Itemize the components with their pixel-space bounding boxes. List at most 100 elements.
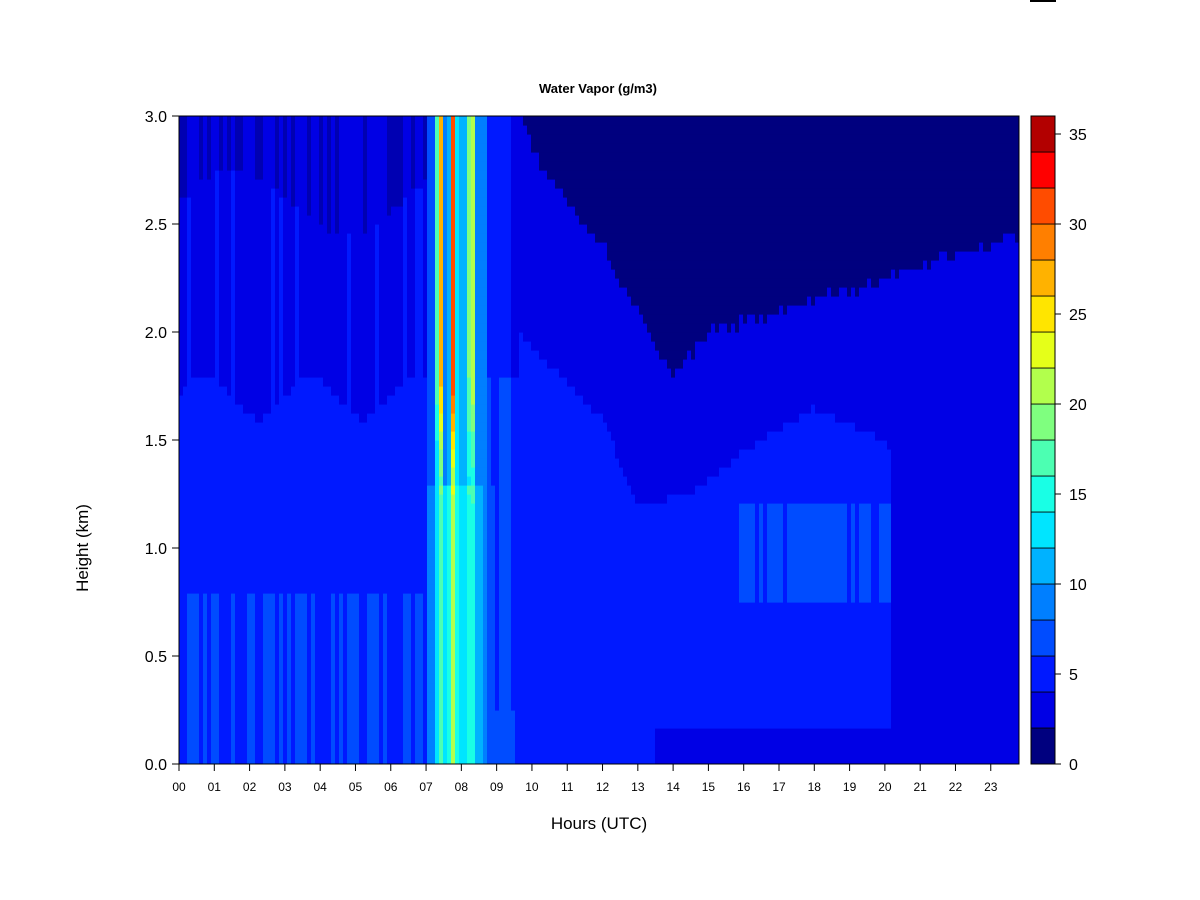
heatmap-cell (291, 449, 296, 459)
heatmap-cell (379, 755, 384, 764)
heatmap-cell (239, 449, 244, 459)
heatmap-cell (231, 728, 236, 738)
heatmap-cell (419, 593, 424, 603)
heatmap-cell (451, 746, 456, 756)
heatmap-cell (287, 368, 292, 378)
heatmap-cell (207, 512, 212, 522)
heatmap-cell (415, 683, 420, 693)
heatmap-cell (443, 413, 448, 423)
heatmap-cell (423, 557, 428, 567)
heatmap-cell (351, 377, 356, 387)
heatmap-cell (327, 395, 332, 405)
heatmap-cell (427, 692, 432, 702)
heatmap-cell (247, 125, 252, 135)
heatmap-cell (447, 593, 452, 603)
heatmap-cell (227, 179, 232, 189)
heatmap-cell (439, 314, 444, 324)
heatmap-cell (399, 404, 404, 414)
heatmap-cell (263, 395, 268, 405)
heatmap-cell (415, 305, 420, 315)
heatmap-cell (451, 521, 456, 531)
heatmap-cell (455, 557, 460, 567)
heatmap-cell (387, 296, 392, 306)
heatmap-cell (195, 728, 200, 738)
heatmap-cell (195, 494, 200, 504)
heatmap-cell (319, 629, 324, 639)
heatmap-cell (399, 287, 404, 297)
heatmap-cell (191, 629, 196, 639)
heatmap-cell (395, 188, 400, 198)
heatmap-cell (379, 449, 384, 459)
heatmap-cell (435, 449, 440, 459)
heatmap-cell (367, 368, 372, 378)
heatmap-cell (331, 728, 336, 738)
heatmap-cell (335, 566, 340, 576)
heatmap-cell (303, 422, 308, 432)
heatmap-cell (371, 287, 376, 297)
heatmap-cell (263, 233, 268, 243)
heatmap-cell (195, 656, 200, 666)
heatmap-cell (383, 467, 388, 477)
heatmap-cell (279, 350, 284, 360)
heatmap-cell (327, 386, 332, 396)
heatmap-cell (423, 602, 428, 612)
heatmap-cell (443, 566, 448, 576)
heatmap-cell (407, 746, 412, 756)
heatmap-cell (203, 467, 208, 477)
heatmap-cell (395, 494, 400, 504)
heatmap-cell (323, 359, 328, 369)
heatmap-cell (311, 206, 316, 216)
heatmap-cell (455, 548, 460, 558)
heatmap-cell (259, 152, 264, 162)
heatmap-cell (223, 557, 228, 567)
heatmap-cell (395, 539, 400, 549)
heatmap-cell (383, 566, 388, 576)
heatmap-cell (363, 449, 368, 459)
heatmap-cell (219, 143, 224, 153)
heatmap-cell (291, 242, 296, 252)
heatmap-cell (387, 458, 392, 468)
heatmap-cell (255, 161, 260, 171)
heatmap-cell (283, 557, 288, 567)
heatmap-cell (239, 116, 244, 126)
heatmap-cell (291, 728, 296, 738)
heatmap-cell (251, 116, 256, 126)
heatmap-cell (215, 431, 220, 441)
heatmap-cell (383, 260, 388, 270)
heatmap-cell (259, 350, 264, 360)
heatmap-cell (267, 197, 272, 207)
heatmap-cell (231, 350, 236, 360)
heatmap-cell (431, 116, 436, 126)
heatmap-cell (291, 566, 296, 576)
heatmap-cell (235, 116, 240, 126)
heatmap-cell (327, 305, 332, 315)
heatmap-cell (191, 125, 196, 135)
heatmap-cell (267, 629, 272, 639)
heatmap-cell (283, 251, 288, 261)
heatmap-cell (263, 323, 268, 333)
heatmap-cell (351, 278, 356, 288)
heatmap-cell (315, 305, 320, 315)
heatmap-cell (447, 665, 452, 675)
heatmap-cell (187, 287, 192, 297)
heatmap-cell (235, 377, 240, 387)
heatmap-cell (215, 179, 220, 189)
heatmap-cell (435, 584, 440, 594)
heatmap-cell (219, 116, 224, 126)
heatmap-cell (199, 674, 204, 684)
heatmap-cell (183, 215, 188, 225)
heatmap-cell (331, 449, 336, 459)
heatmap-cell (323, 665, 328, 675)
heatmap-cell (439, 683, 444, 693)
heatmap-cell (267, 386, 272, 396)
heatmap-cell (399, 260, 404, 270)
heatmap-cell (295, 188, 300, 198)
heatmap-cell (227, 116, 232, 126)
heatmap-cell (415, 512, 420, 522)
heatmap-cell (295, 611, 300, 621)
heatmap-cell (287, 539, 292, 549)
heatmap-cell (319, 188, 324, 198)
heatmap-cell (359, 278, 364, 288)
heatmap-cell (371, 323, 376, 333)
heatmap-cell (399, 503, 404, 513)
